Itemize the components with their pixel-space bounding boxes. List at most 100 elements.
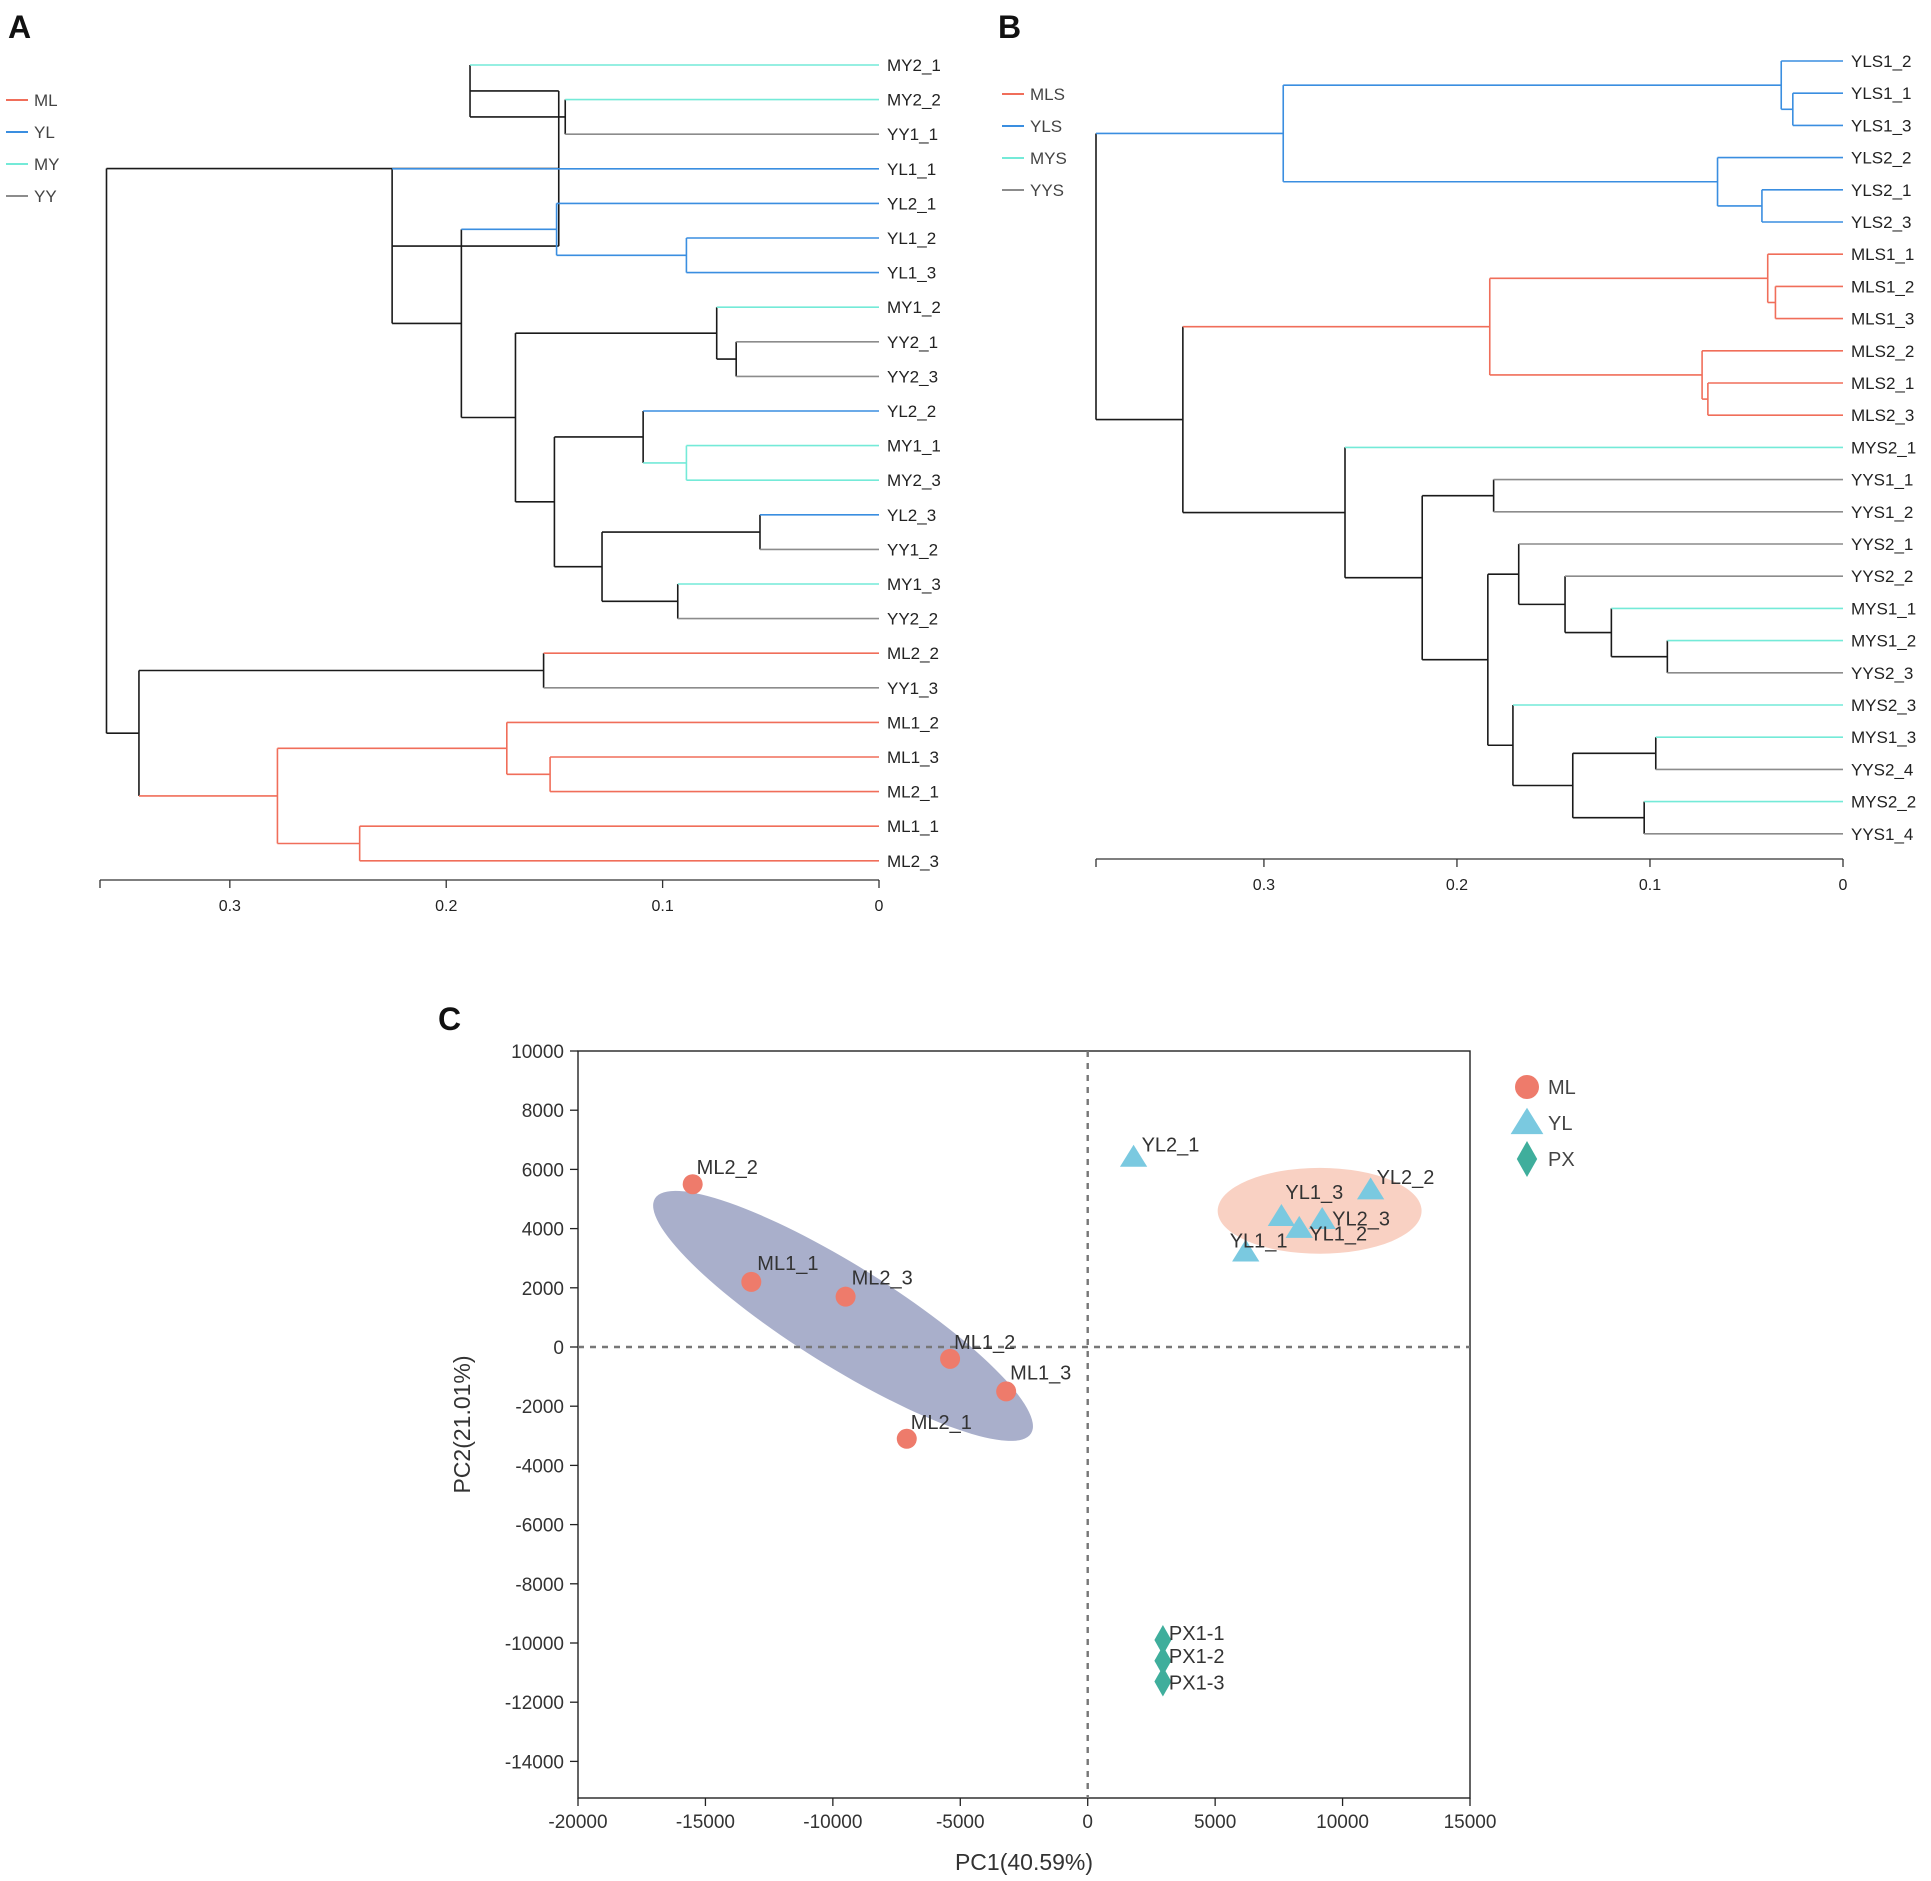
leaf-label: MYS2_3 bbox=[1851, 696, 1916, 715]
leaf-label: YLS2_1 bbox=[1851, 181, 1912, 200]
confidence-ellipse-ml bbox=[653, 1190, 1033, 1441]
x-tick-label: 10000 bbox=[1316, 1812, 1369, 1833]
data-point-yl1_2 bbox=[1285, 1215, 1313, 1238]
x-tick-label: -15000 bbox=[676, 1812, 735, 1833]
leaf-label: MY1_2 bbox=[887, 298, 941, 317]
leaf-label: YY1_2 bbox=[887, 540, 938, 559]
data-point-ml1_3 bbox=[996, 1381, 1017, 1402]
leaf-label: YYS1_2 bbox=[1851, 503, 1913, 522]
axis-tick-label: 0.3 bbox=[1253, 877, 1275, 894]
data-point-yl1_1 bbox=[1232, 1239, 1260, 1262]
point-label: PX1-3 bbox=[1169, 1672, 1225, 1694]
legend-label: YL bbox=[1548, 1113, 1572, 1135]
y-tick-label: -14000 bbox=[505, 1752, 564, 1773]
leaf-label: ML1_2 bbox=[887, 713, 939, 732]
y-tick-label: 6000 bbox=[522, 1160, 564, 1181]
legend-label: MY bbox=[34, 155, 60, 174]
leaf-label: YYS2_3 bbox=[1851, 664, 1913, 683]
legend-label: YY bbox=[34, 187, 57, 206]
point-label: YL1_2 bbox=[1309, 1224, 1367, 1246]
legend-label: YLS bbox=[1030, 117, 1062, 136]
leaf-label: YYS2_2 bbox=[1851, 567, 1913, 586]
leaf-label: YL1_2 bbox=[887, 229, 936, 248]
leaf-label: MLS1_1 bbox=[1851, 245, 1914, 264]
leaf-label: YL2_2 bbox=[887, 402, 936, 421]
legend-label: ML bbox=[1548, 1077, 1576, 1099]
panel-label-b: B bbox=[998, 9, 1021, 45]
panel-label-a: A bbox=[8, 9, 31, 45]
leaf-label: YL2_1 bbox=[887, 194, 936, 213]
leaf-label: YYS2_4 bbox=[1851, 760, 1913, 779]
leaf-label: YY1_3 bbox=[887, 679, 938, 698]
leaf-label: MY2_2 bbox=[887, 91, 941, 110]
leaf-label: MLS1_2 bbox=[1851, 277, 1914, 296]
data-point-px1-3 bbox=[1154, 1666, 1172, 1697]
point-label: YL1_3 bbox=[1285, 1182, 1343, 1204]
leaf-label: YY2_2 bbox=[887, 610, 938, 629]
leaf-label: YYS2_1 bbox=[1851, 535, 1913, 554]
leaf-label: YY1_1 bbox=[887, 125, 938, 144]
x-tick-label: -5000 bbox=[936, 1812, 985, 1833]
axis-tick-label: 0.3 bbox=[219, 898, 241, 915]
dendrogram-panel-a: MY2_1 MY2_2 YY1_1 YL1_1 YL2_1 YL1_2 YL1_3 MY1_2… bbox=[6, 56, 941, 915]
leaf-label: MY1_1 bbox=[887, 437, 941, 456]
data-point-ml1_1 bbox=[741, 1271, 762, 1292]
leaf-label: MLS2_3 bbox=[1851, 406, 1914, 425]
leaf-label: MLS1_3 bbox=[1851, 310, 1914, 329]
axis-tick-label: 0 bbox=[1839, 877, 1848, 894]
leaf-label: YY2_3 bbox=[887, 367, 938, 386]
data-point-ml2_1 bbox=[896, 1428, 917, 1449]
y-tick-label: -4000 bbox=[515, 1456, 564, 1477]
leaf-label: YLS2_2 bbox=[1851, 149, 1912, 168]
point-label: YL2_3 bbox=[1332, 1209, 1390, 1231]
y-tick-label: -12000 bbox=[505, 1693, 564, 1714]
leaf-label: MY1_3 bbox=[887, 575, 941, 594]
axis-tick-label: 0.1 bbox=[651, 898, 673, 915]
leaf-label: YLS2_3 bbox=[1851, 213, 1912, 232]
legend-marker-yl bbox=[1510, 1107, 1544, 1135]
point-label: YL1_1 bbox=[1230, 1230, 1288, 1252]
axis-tick-label: 0 bbox=[875, 898, 884, 915]
leaf-label: MY2_1 bbox=[887, 56, 941, 75]
point-label: PX1-1 bbox=[1169, 1623, 1225, 1645]
point-label: ML1_3 bbox=[1010, 1362, 1071, 1384]
leaf-label: MY2_3 bbox=[887, 471, 941, 490]
y-tick-label: -10000 bbox=[505, 1634, 564, 1655]
dendrogram-panel-b: YLS1_2 YLS1_1 YLS1_3 YLS2_2 YLS2_1 YLS2_3 MLS1… bbox=[1002, 52, 1916, 894]
data-point-yl2_1 bbox=[1119, 1144, 1148, 1167]
pca-panel-c: -20000 -15000 -10000 -5000 0 5000 10000 1500010… bbox=[449, 1042, 1576, 1875]
point-label: ML2_3 bbox=[852, 1268, 913, 1290]
leaf-label: YL2_3 bbox=[887, 506, 936, 525]
y-tick-label: -8000 bbox=[515, 1575, 564, 1596]
leaf-label: YLS1_1 bbox=[1851, 84, 1912, 103]
point-label: ML2_1 bbox=[911, 1412, 972, 1434]
y-tick-label: 10000 bbox=[511, 1042, 564, 1063]
leaf-label: ML1_3 bbox=[887, 748, 939, 767]
leaf-label: MYS1_2 bbox=[1851, 632, 1916, 651]
data-point-yl2_2 bbox=[1356, 1177, 1385, 1200]
leaf-label: YLS1_2 bbox=[1851, 52, 1912, 71]
legend-label: YYS bbox=[1030, 181, 1064, 200]
data-point-px1-2 bbox=[1154, 1645, 1172, 1676]
x-axis-title: PC1(40.59%) bbox=[955, 1849, 1093, 1875]
y-tick-label: 4000 bbox=[522, 1220, 564, 1241]
legend-label: MYS bbox=[1030, 149, 1067, 168]
axis-tick-label: 0.2 bbox=[435, 898, 457, 915]
point-label: ML1_2 bbox=[954, 1332, 1015, 1354]
leaf-label: YYS1_4 bbox=[1851, 825, 1913, 844]
leaf-label: ML2_2 bbox=[887, 644, 939, 663]
leaf-label: MYS1_3 bbox=[1851, 728, 1916, 747]
leaf-label: YL1_1 bbox=[887, 160, 936, 179]
point-label: PX1-2 bbox=[1169, 1646, 1225, 1668]
x-tick-label: 5000 bbox=[1194, 1812, 1236, 1833]
legend-marker-ml bbox=[1515, 1075, 1539, 1099]
leaf-label: MYS2_2 bbox=[1851, 793, 1916, 812]
data-point-yl2_3 bbox=[1308, 1206, 1336, 1229]
leaf-label: YL1_3 bbox=[887, 264, 936, 283]
point-label: YL2_1 bbox=[1142, 1135, 1200, 1157]
point-label: YL2_2 bbox=[1377, 1167, 1435, 1189]
leaf-label: MLS2_1 bbox=[1851, 374, 1914, 393]
point-label: ML1_1 bbox=[757, 1253, 818, 1275]
data-point-ml2_2 bbox=[682, 1174, 703, 1195]
y-axis-title: PC2(21.01%) bbox=[449, 1355, 475, 1493]
